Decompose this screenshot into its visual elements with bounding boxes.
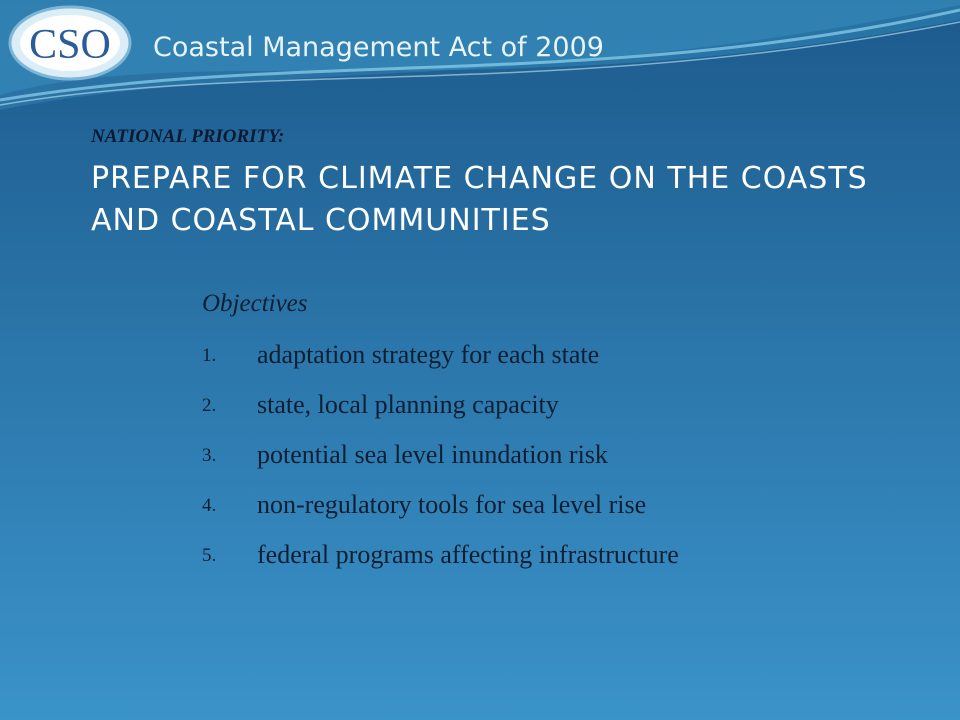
item-number: 5. (202, 545, 217, 566)
priority-label: NATIONAL PRIORITY: (91, 126, 285, 147)
header-title: Coastal Management Act of 2009 (153, 32, 604, 63)
item-text: potential sea level inundation risk (257, 440, 608, 469)
item-text: state, local planning capacity (257, 390, 559, 419)
item-text: adaptation strategy for each state (257, 340, 600, 369)
item-number: 4. (202, 495, 217, 516)
logo-text: CSO (29, 22, 111, 68)
item-number: 1. (202, 345, 217, 366)
item-number: 2. (202, 395, 217, 416)
objectives-title: Objectives (202, 290, 308, 317)
item-text: federal programs affecting infrastructur… (257, 540, 679, 569)
priority-heading: PREPARE FOR CLIMATE CHANGE ON THE COASTS… (91, 161, 868, 238)
header-waves: CSO (0, 0, 960, 110)
item-text: non-regulatory tools for sea level rise (257, 490, 647, 519)
item-number: 3. (202, 445, 217, 466)
